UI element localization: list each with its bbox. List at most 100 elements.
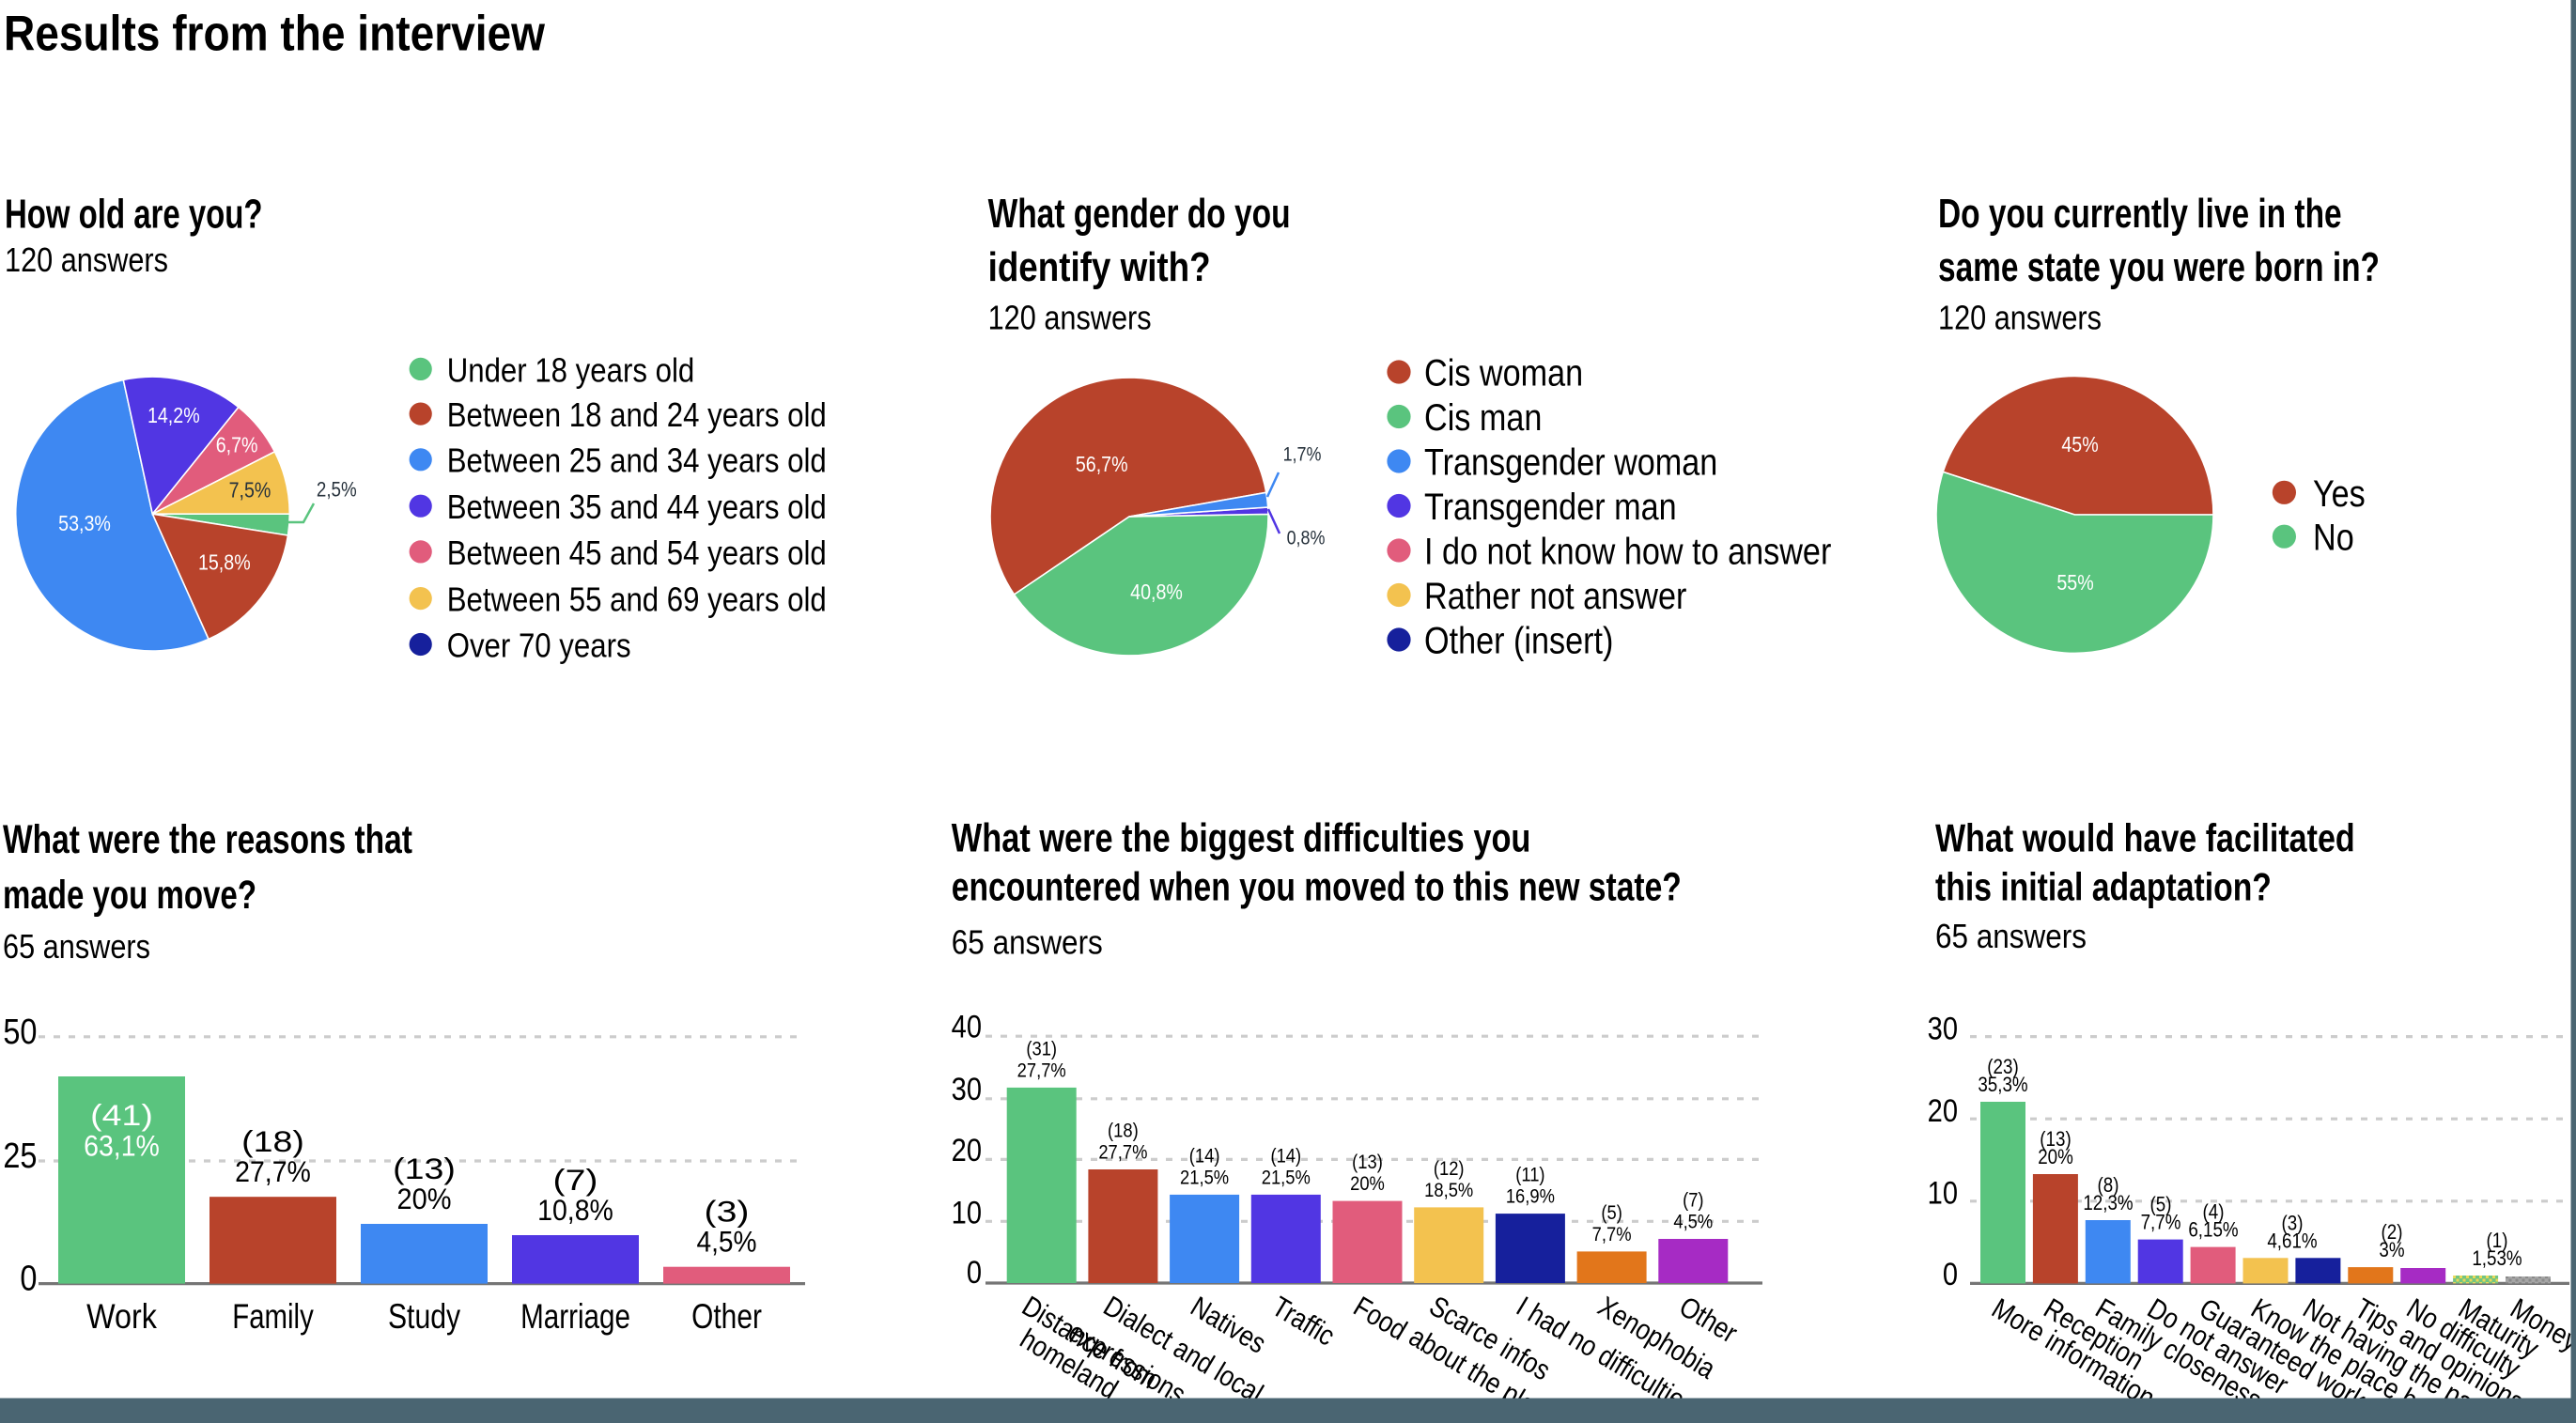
- svg-text:made you move?: made you move?: [3, 873, 256, 917]
- svg-text:Other (insert): Other (insert): [1424, 619, 1613, 661]
- svg-text:18,5%: 18,5%: [1424, 1180, 1473, 1202]
- svg-text:(13): (13): [393, 1152, 456, 1185]
- svg-text:(12): (12): [1434, 1158, 1465, 1181]
- svg-text:(18): (18): [1108, 1120, 1139, 1142]
- svg-text:(14): (14): [1189, 1145, 1220, 1168]
- svg-text:27,7%: 27,7%: [1098, 1141, 1147, 1164]
- svg-text:20: 20: [1928, 1092, 1958, 1129]
- svg-text:65 answers: 65 answers: [1935, 919, 2087, 956]
- svg-text:65 answers: 65 answers: [3, 929, 150, 967]
- svg-text:50: 50: [3, 1012, 37, 1051]
- svg-text:Transgender man: Transgender man: [1424, 485, 1677, 527]
- svg-text:30: 30: [1928, 1010, 1958, 1046]
- svg-text:65 answers: 65 answers: [952, 924, 1103, 962]
- svg-text:0,8%: 0,8%: [1287, 527, 1326, 549]
- svg-text:Over 70 years: Over 70 years: [447, 626, 631, 665]
- svg-text:25: 25: [3, 1137, 37, 1176]
- svg-text:120 answers: 120 answers: [1938, 301, 2102, 338]
- svg-text:Between 55 and 69 years old: Between 55 and 69 years old: [447, 580, 827, 619]
- svg-text:1,7%: 1,7%: [1283, 443, 1322, 466]
- svg-text:10: 10: [1928, 1174, 1958, 1211]
- svg-text:4,61%: 4,61%: [2267, 1230, 2317, 1253]
- svg-text:45%: 45%: [2061, 433, 2098, 457]
- svg-text:(3): (3): [705, 1196, 750, 1229]
- svg-text:Cis woman: Cis woman: [1424, 351, 1583, 394]
- svg-text:identify with?: identify with?: [988, 243, 1211, 289]
- svg-text:(7): (7): [553, 1164, 598, 1197]
- svg-text:21,5%: 21,5%: [1262, 1167, 1311, 1189]
- svg-text:Transgender woman: Transgender woman: [1424, 441, 1717, 483]
- svg-text:Under 18 years old: Under 18 years old: [447, 351, 695, 390]
- svg-text:7,7%: 7,7%: [2141, 1211, 2181, 1234]
- svg-text:1,53%: 1,53%: [2472, 1247, 2522, 1271]
- svg-text:Between 25 and 34 years old: Between 25 and 34 years old: [447, 441, 827, 480]
- svg-text:40: 40: [952, 1008, 982, 1044]
- svg-text:20%: 20%: [397, 1183, 452, 1215]
- svg-text:Rather not answer: Rather not answer: [1424, 574, 1686, 616]
- svg-text:(1): (1): [2487, 1230, 2508, 1253]
- svg-text:(13): (13): [2040, 1128, 2071, 1152]
- svg-text:10,8%: 10,8%: [537, 1194, 613, 1227]
- svg-text:27,7%: 27,7%: [235, 1155, 311, 1188]
- svg-text:120 answers: 120 answers: [988, 301, 1152, 338]
- svg-text:Marriage: Marriage: [520, 1298, 630, 1337]
- svg-text:2,5%: 2,5%: [317, 478, 357, 502]
- svg-text:0: 0: [20, 1259, 37, 1298]
- svg-text:40,8%: 40,8%: [1130, 580, 1183, 605]
- svg-text:Between 45 and 54 years old: Between 45 and 54 years old: [447, 534, 827, 573]
- svg-text:35,3%: 35,3%: [1978, 1074, 2027, 1097]
- svg-text:(5): (5): [2150, 1193, 2172, 1216]
- svg-text:0: 0: [967, 1254, 982, 1291]
- svg-text:55%: 55%: [2056, 571, 2093, 595]
- svg-text:Yes: Yes: [2313, 472, 2366, 514]
- svg-text:(5): (5): [1601, 1202, 1622, 1225]
- svg-text:What were the biggest difficul: What were the biggest difficulties you: [952, 816, 1531, 860]
- svg-text:(13): (13): [1352, 1152, 1383, 1174]
- svg-text:7,5%: 7,5%: [229, 478, 272, 503]
- svg-text:0: 0: [1943, 1256, 1958, 1292]
- svg-text:same state you were born in?: same state you were born in?: [1938, 243, 2380, 289]
- svg-text:Cis man: Cis man: [1424, 395, 1542, 438]
- svg-text:(23): (23): [1987, 1056, 2018, 1079]
- svg-text:(2): (2): [2382, 1221, 2403, 1245]
- svg-text:What were the reasons that: What were the reasons that: [3, 818, 412, 862]
- svg-text:(18): (18): [241, 1125, 304, 1158]
- svg-text:4,5%: 4,5%: [696, 1226, 756, 1259]
- svg-text:6,7%: 6,7%: [216, 433, 258, 457]
- svg-text:6,15%: 6,15%: [2188, 1218, 2238, 1242]
- svg-text:20%: 20%: [2038, 1146, 2073, 1169]
- svg-text:14,2%: 14,2%: [147, 404, 200, 428]
- svg-text:No: No: [2313, 516, 2354, 558]
- svg-text:Between 35 and 44 years old: Between 35 and 44 years old: [447, 488, 827, 527]
- svg-text:What gender do you: What gender do you: [988, 190, 1291, 236]
- svg-text:this initial adaptation?: this initial adaptation?: [1935, 866, 2272, 909]
- svg-text:120 answers: 120 answers: [5, 242, 168, 280]
- svg-text:15,8%: 15,8%: [198, 550, 251, 575]
- svg-text:Between 18 and 24 years old: Between 18 and 24 years old: [447, 396, 827, 435]
- svg-text:(3): (3): [2282, 1212, 2304, 1235]
- svg-text:21,5%: 21,5%: [1180, 1167, 1229, 1189]
- svg-text:Work: Work: [86, 1298, 158, 1337]
- svg-text:(8): (8): [2098, 1174, 2119, 1198]
- svg-text:53,3%: 53,3%: [58, 512, 111, 536]
- svg-text:30: 30: [952, 1071, 982, 1107]
- svg-text:10: 10: [952, 1195, 982, 1231]
- svg-text:20: 20: [952, 1132, 982, 1168]
- svg-text:(11): (11): [1515, 1164, 1544, 1186]
- svg-text:(4): (4): [2203, 1200, 2225, 1224]
- svg-text:I do not know how to answer: I do not know how to answer: [1424, 530, 1831, 572]
- svg-text:What would have facilitated: What would have facilitated: [1935, 817, 2355, 860]
- svg-text:Results from the interview: Results from the interview: [4, 6, 546, 61]
- svg-text:(41): (41): [90, 1099, 153, 1132]
- svg-text:encountered when you moved to: encountered when you moved to this new s…: [952, 865, 1682, 909]
- svg-text:20%: 20%: [1350, 1173, 1385, 1196]
- svg-text:27,7%: 27,7%: [1017, 1060, 1066, 1082]
- svg-text:Family: Family: [232, 1298, 314, 1337]
- svg-text:(7): (7): [1683, 1189, 1703, 1212]
- svg-text:(14): (14): [1270, 1145, 1301, 1168]
- svg-text:Other: Other: [691, 1298, 762, 1337]
- svg-text:16,9%: 16,9%: [1506, 1185, 1555, 1208]
- svg-text:12,3%: 12,3%: [2083, 1192, 2133, 1215]
- svg-text:4,5%: 4,5%: [1673, 1211, 1713, 1233]
- svg-text:3%: 3%: [2379, 1239, 2404, 1262]
